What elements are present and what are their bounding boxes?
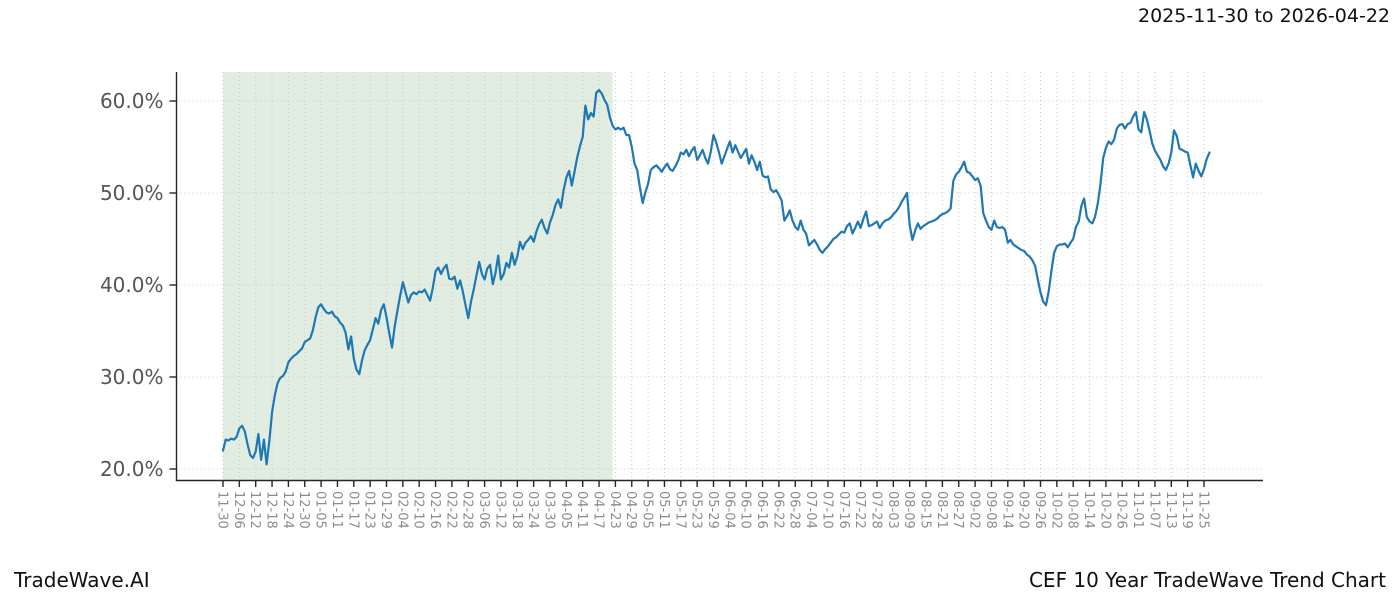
x-tick-label: 07-04 — [803, 491, 818, 529]
y-tick-label: 40.0% — [100, 273, 164, 297]
x-tick-label: 05-29 — [705, 491, 720, 529]
x-tick-label: 11-01 — [1130, 491, 1145, 529]
trend-line-series — [221, 88, 1211, 466]
highlight-region-rect — [223, 72, 613, 481]
x-tick-label: 10-02 — [1048, 491, 1063, 529]
x-tick-label: 06-22 — [770, 491, 785, 529]
x-tick-label: 03-18 — [509, 491, 524, 529]
x-tick-label: 07-28 — [868, 491, 883, 529]
x-tick-label: 04-05 — [558, 491, 573, 529]
x-tick-label: 10-26 — [1114, 491, 1129, 529]
x-tick-label: 11-30 — [214, 491, 229, 529]
x-tick-label: 09-08 — [983, 491, 998, 529]
x-tick-label: 11-13 — [1163, 491, 1178, 529]
x-tick-label: 01-11 — [329, 491, 344, 529]
y-tick-label: 20.0% — [100, 457, 164, 481]
x-tick-label: 12-30 — [296, 491, 311, 529]
x-tick-label: 08-21 — [934, 491, 949, 529]
x-tick-label: 10-20 — [1097, 491, 1112, 529]
x-tick-label: 08-03 — [885, 491, 900, 529]
x-tick-label: 01-05 — [313, 491, 328, 529]
x-tick-label: 06-28 — [787, 491, 802, 529]
gridlines — [176, 72, 1263, 480]
x-tick-label: 02-04 — [394, 491, 409, 529]
x-tick-label: 04-23 — [607, 491, 622, 529]
x-axis-labels: 11-30 12-06 12-12 12-18 12-24 12-30 01-05 01-11… — [214, 491, 1210, 529]
x-tick-label: 05-11 — [656, 491, 671, 529]
x-tick-label: 01-29 — [378, 491, 393, 529]
x-tick-label: 04-29 — [623, 491, 638, 529]
x-tick-label: 09-26 — [1032, 491, 1047, 529]
x-tick-label: 03-06 — [476, 491, 491, 529]
x-tick-label: 12-18 — [264, 491, 279, 529]
x-tick-label: 03-12 — [492, 491, 507, 529]
x-tick-label: 01-23 — [362, 491, 377, 529]
x-tick-label: 08-27 — [950, 491, 965, 529]
highlight-region — [223, 72, 613, 481]
x-tick-label: 03-24 — [525, 491, 540, 529]
x-tick-label: 05-17 — [672, 491, 687, 529]
trend-line-path — [221, 88, 1211, 466]
x-tick-label: 11-25 — [1195, 491, 1210, 529]
x-tick-label: 02-10 — [411, 491, 426, 529]
x-tick-label: 09-14 — [999, 491, 1014, 529]
x-tick-label: 10-08 — [1065, 491, 1080, 529]
x-tick-label: 12-12 — [247, 491, 262, 529]
brand-label: TradeWave.AI — [14, 568, 150, 592]
x-tick-label: 06-10 — [738, 491, 753, 529]
y-tick-label: 30.0% — [100, 365, 164, 389]
x-tick-label: 07-10 — [819, 491, 834, 529]
x-tick-label: 05-05 — [640, 491, 655, 529]
x-tick-label: 04-11 — [574, 491, 589, 529]
x-tick-label: 06-16 — [754, 491, 769, 529]
chart-title: CEF 10 Year TradeWave Trend Chart — [1028, 568, 1386, 592]
x-tick-label: 08-09 — [901, 491, 916, 529]
x-tick-label: 07-16 — [836, 491, 851, 529]
y-tick-label: 50.0% — [100, 181, 164, 205]
x-tick-label: 02-22 — [443, 491, 458, 529]
x-tick-label: 11-19 — [1179, 491, 1194, 529]
x-tick-label: 08-15 — [918, 491, 933, 529]
x-tick-label: 06-04 — [721, 491, 736, 529]
x-tick-label: 02-16 — [427, 491, 442, 529]
x-tick-label: 01-17 — [345, 491, 360, 529]
x-tick-label: 04-17 — [591, 491, 606, 529]
x-tick-label: 12-06 — [231, 491, 246, 529]
y-tick-label: 60.0% — [100, 89, 164, 113]
x-axis-ticks — [222, 480, 1205, 487]
x-tick-label: 10-14 — [1081, 491, 1096, 529]
date-range-title: 2025-11-30 to 2026-04-22 — [1138, 5, 1390, 27]
x-tick-label: 12-24 — [280, 491, 295, 529]
axes — [175, 72, 1263, 482]
x-tick-label: 02-28 — [460, 491, 475, 529]
x-tick-label: 07-22 — [852, 491, 867, 529]
x-tick-label: 09-20 — [1016, 491, 1031, 529]
x-tick-label: 09-02 — [967, 491, 982, 529]
y-axis-labels: 20.0% 30.0% 40.0% 50.0% 60.0% — [100, 89, 164, 481]
x-tick-label: 05-23 — [689, 491, 704, 529]
x-tick-label: 11-07 — [1146, 491, 1161, 529]
x-tick-label: 03-30 — [541, 491, 556, 529]
y-axis-ticks — [169, 100, 177, 470]
